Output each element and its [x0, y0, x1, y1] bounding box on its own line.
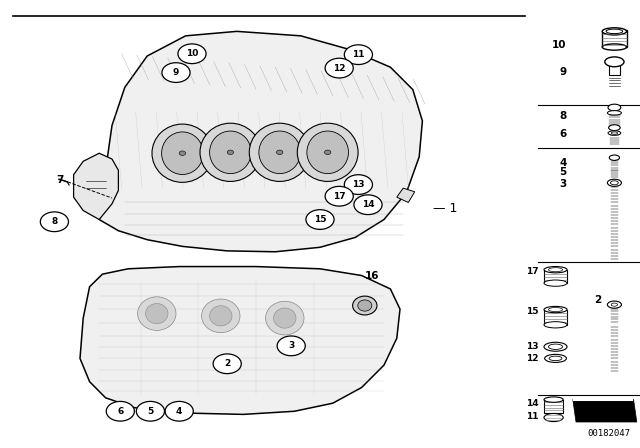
Polygon shape: [80, 267, 400, 414]
Polygon shape: [397, 188, 415, 202]
Ellipse shape: [274, 308, 296, 328]
Ellipse shape: [152, 124, 212, 182]
Circle shape: [165, 401, 193, 421]
Circle shape: [277, 336, 305, 356]
Ellipse shape: [179, 151, 186, 155]
Text: 8: 8: [51, 217, 58, 226]
Ellipse shape: [353, 296, 377, 315]
Circle shape: [354, 195, 382, 215]
Ellipse shape: [545, 354, 566, 362]
Circle shape: [162, 63, 190, 82]
Circle shape: [106, 401, 134, 421]
Text: — 1: — 1: [433, 202, 457, 215]
Ellipse shape: [138, 297, 176, 331]
Ellipse shape: [609, 155, 620, 160]
Text: 2: 2: [595, 295, 602, 305]
Ellipse shape: [200, 123, 261, 181]
Text: 3: 3: [288, 341, 294, 350]
Text: 5: 5: [559, 167, 566, 177]
Ellipse shape: [209, 131, 251, 174]
Ellipse shape: [605, 57, 624, 67]
Text: 14: 14: [362, 200, 374, 209]
Text: 12: 12: [333, 64, 346, 73]
Text: 11: 11: [526, 412, 539, 421]
Circle shape: [344, 45, 372, 65]
Ellipse shape: [608, 131, 621, 135]
Bar: [609, 60, 620, 75]
Text: 10: 10: [552, 40, 566, 50]
Polygon shape: [74, 153, 118, 220]
Ellipse shape: [297, 123, 358, 181]
Ellipse shape: [544, 322, 567, 328]
Ellipse shape: [259, 131, 301, 174]
Ellipse shape: [611, 132, 618, 134]
Ellipse shape: [544, 280, 567, 286]
Ellipse shape: [324, 150, 331, 155]
Text: 2: 2: [224, 359, 230, 368]
Ellipse shape: [607, 111, 621, 115]
Ellipse shape: [210, 306, 232, 326]
Bar: [544, 400, 563, 413]
Circle shape: [306, 210, 334, 229]
Bar: [544, 270, 567, 283]
Ellipse shape: [549, 356, 562, 361]
Ellipse shape: [227, 150, 234, 155]
Ellipse shape: [250, 123, 310, 181]
Text: 9: 9: [173, 68, 179, 77]
Text: 16: 16: [365, 271, 380, 280]
Ellipse shape: [276, 150, 283, 155]
Ellipse shape: [608, 104, 621, 111]
Circle shape: [136, 401, 164, 421]
Ellipse shape: [358, 300, 372, 311]
Ellipse shape: [607, 179, 621, 186]
Text: 3: 3: [559, 179, 566, 189]
Ellipse shape: [602, 28, 627, 35]
Text: 15: 15: [314, 215, 326, 224]
Ellipse shape: [609, 125, 620, 131]
Polygon shape: [573, 400, 637, 422]
Text: 11: 11: [352, 50, 365, 59]
Circle shape: [178, 44, 206, 64]
Ellipse shape: [202, 299, 240, 332]
Text: 4: 4: [559, 158, 566, 168]
Circle shape: [40, 212, 68, 232]
Ellipse shape: [544, 267, 567, 273]
Ellipse shape: [266, 302, 304, 335]
Ellipse shape: [607, 301, 621, 308]
Bar: [602, 30, 627, 47]
Text: 4: 4: [176, 407, 182, 416]
Text: 9: 9: [559, 67, 566, 77]
Text: 13: 13: [526, 342, 539, 351]
Text: 5: 5: [147, 407, 154, 416]
Text: 17: 17: [333, 192, 346, 201]
Text: 15: 15: [526, 307, 539, 316]
Text: 14: 14: [526, 399, 539, 408]
Ellipse shape: [544, 397, 563, 402]
Circle shape: [325, 58, 353, 78]
Circle shape: [344, 175, 372, 194]
Ellipse shape: [161, 132, 204, 174]
Ellipse shape: [146, 304, 168, 323]
Polygon shape: [99, 31, 422, 252]
Ellipse shape: [544, 414, 563, 422]
Text: 10: 10: [186, 49, 198, 58]
Text: 6: 6: [559, 129, 566, 139]
Text: 6: 6: [117, 407, 124, 416]
Text: 00182047: 00182047: [588, 429, 630, 438]
Ellipse shape: [548, 344, 563, 349]
Ellipse shape: [611, 181, 618, 185]
Text: 8: 8: [559, 112, 566, 121]
Text: 12: 12: [526, 354, 539, 363]
Ellipse shape: [307, 131, 349, 174]
Ellipse shape: [544, 342, 567, 351]
Bar: [544, 310, 567, 325]
Circle shape: [213, 354, 241, 374]
Text: 13: 13: [352, 180, 365, 189]
Circle shape: [325, 186, 353, 206]
Text: 17: 17: [526, 267, 539, 276]
Ellipse shape: [602, 44, 627, 50]
Ellipse shape: [544, 306, 567, 313]
Text: 7: 7: [56, 175, 64, 185]
